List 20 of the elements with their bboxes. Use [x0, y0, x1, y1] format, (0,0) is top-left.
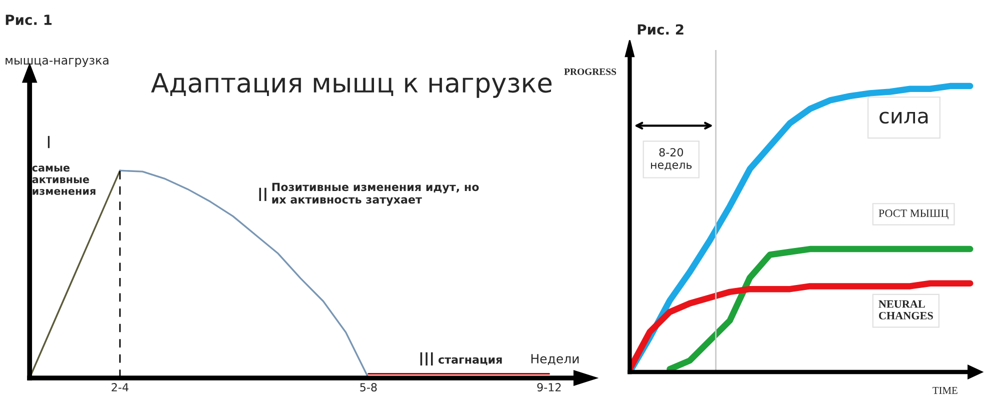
chart-title: Рис. 1 [6, 14, 52, 26]
annotation: стагнация [438, 357, 502, 366]
text: I [48, 136, 50, 148]
y-axis-title: PROGRESS [564, 68, 616, 75]
x-tick-label: 2-4 [112, 383, 128, 392]
annotation: Позитивные изменения идут, но их активность затухает [272, 182, 479, 206]
chart-subtitle: Адаптация мышц к нагрузке [151, 73, 552, 98]
annotation: самые активные изменения [32, 166, 96, 195]
annotation: III [420, 352, 433, 366]
x-tick-label: 5-8 [360, 383, 377, 392]
series-label: NEURAL CHANGES [878, 300, 933, 320]
x-tick-label: 9-12 [537, 383, 561, 392]
series-label: сила [880, 112, 928, 124]
x-axis-title: Недели [531, 354, 579, 365]
chart-title: Рис. 2 [638, 24, 684, 35]
text: РОСТ МЫШЦ [878, 210, 948, 220]
y-axis-title: мышца-нагрузка [6, 58, 108, 67]
x-axis-title: TIME [932, 387, 958, 394]
annotation: 8-20 недель [651, 148, 692, 170]
annotation: II [259, 188, 266, 201]
